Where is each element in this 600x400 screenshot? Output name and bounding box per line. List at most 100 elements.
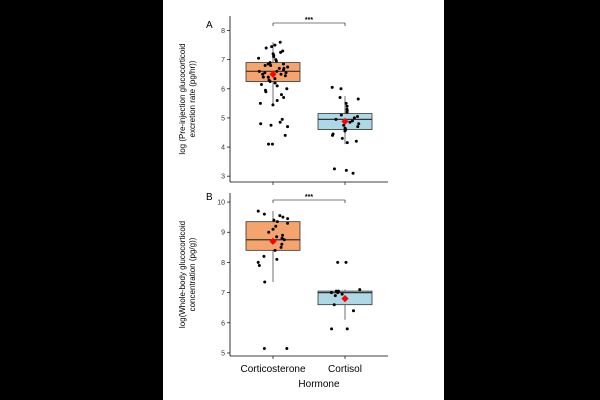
panel-a-point-cortisol	[331, 133, 335, 137]
panel-a-point-corticosterone	[284, 71, 288, 75]
panel-a-point-corticosterone	[271, 103, 275, 107]
panel-a-point-cortisol	[356, 97, 360, 101]
panel-a-point-corticosterone	[275, 84, 279, 88]
panel-b-letter: B	[206, 192, 213, 203]
panel-a-point-corticosterone	[273, 77, 277, 81]
panel-a-point-corticosterone	[259, 122, 263, 126]
panel-a-point-cortisol	[345, 110, 349, 114]
panel-b-ytick-label: 10	[217, 200, 225, 207]
panel-a-point-cortisol	[345, 141, 349, 145]
panel-b-point-corticosterone	[286, 217, 290, 221]
panel-b-point-corticosterone	[285, 346, 289, 350]
panel-a-point-cortisol	[338, 96, 342, 100]
panel-b-point-corticosterone	[282, 238, 286, 242]
panel-a-point-corticosterone	[283, 133, 287, 137]
panel-a-point-corticosterone	[280, 117, 284, 121]
panel-b-ylabel-line: log(Whole-body glucocorticoid	[178, 221, 187, 328]
panel-b-point-cortisol	[329, 291, 333, 295]
panel-a-point-cortisol	[344, 168, 348, 172]
panel-a-point-corticosterone	[275, 98, 279, 102]
panel-b-point-corticosterone	[280, 242, 284, 246]
panel-a-ytick-label: 6	[221, 86, 225, 93]
panel-a-ylabel-line: log (Pre-injection glucocorticoid	[178, 43, 187, 154]
panel-b-point-cortisol	[333, 294, 337, 298]
panel-a-point-corticosterone	[270, 45, 274, 49]
panel-b-point-cortisol	[336, 260, 340, 264]
panel-a-mean-corticosterone	[269, 70, 277, 78]
panel-a-sig-label: ***	[305, 17, 313, 24]
panel-b-point-corticosterone	[256, 260, 260, 264]
panel-b-ytick-label: 5	[221, 350, 225, 357]
panel-b-point-corticosterone	[280, 236, 284, 240]
panel-a-point-cortisol	[356, 125, 360, 129]
panel-a-point-cortisol	[357, 122, 361, 126]
panel-a-point-corticosterone	[266, 75, 270, 79]
panel-a-point-cortisol	[339, 87, 343, 91]
panel-b-point-corticosterone	[278, 214, 282, 218]
panel-a-point-cortisol	[355, 114, 359, 118]
panel-a-point-corticosterone	[286, 125, 290, 129]
panel-b-point-corticosterone	[271, 227, 275, 231]
panel-a-ytick-label: 4	[221, 145, 225, 152]
panel-a-point-corticosterone	[268, 80, 272, 84]
panel-a-point-cortisol	[342, 123, 346, 127]
panel-b-xtick-label: Corticosterone	[240, 364, 305, 375]
panel-b-point-corticosterone	[267, 230, 271, 234]
panel-a-point-cortisol	[354, 139, 358, 143]
panel-b-point-corticosterone	[274, 224, 278, 228]
panel-a-point-cortisol	[351, 171, 355, 175]
panel-a-point-corticosterone	[286, 65, 290, 69]
panel-a-point-corticosterone	[275, 69, 279, 73]
panel-a-point-corticosterone	[273, 43, 277, 47]
panel-b-ytick-label: 8	[221, 260, 225, 267]
panel-a-point-corticosterone	[267, 142, 271, 146]
panel-b-sig-label: ***	[305, 194, 313, 201]
panel-b-point-corticosterone	[262, 254, 266, 258]
panel-a-ytick-label: 3	[221, 174, 225, 181]
panel-a-point-corticosterone	[277, 66, 281, 70]
panel-a-point-cortisol	[344, 101, 348, 105]
panel-a-point-cortisol	[352, 116, 356, 120]
panel-b-point-corticosterone	[275, 220, 279, 224]
panel-b-point-cortisol	[344, 260, 348, 264]
panel-b-point-corticosterone	[273, 248, 277, 252]
panel-b-box-corticosterone	[245, 221, 301, 251]
panel-a-point-corticosterone	[269, 123, 273, 127]
panel-b-point-corticosterone	[262, 346, 266, 350]
panel-a-point-corticosterone	[278, 120, 282, 124]
panel-a-point-corticosterone	[264, 46, 268, 50]
panel-b-point-corticosterone	[275, 257, 279, 261]
panel-a-point-corticosterone	[258, 101, 262, 105]
panel-b-point-corticosterone	[272, 218, 276, 222]
panel-b-point-cortisol	[336, 291, 340, 295]
panel-b-point-corticosterone	[281, 215, 285, 219]
panel-a-point-corticosterone	[281, 62, 285, 66]
panel-a-ytick-label: 7	[221, 57, 225, 64]
panel-b-ylabel-line: concentration (pg/g))	[188, 237, 197, 311]
panel-b-point-cortisol	[332, 303, 336, 307]
panel-a-letter: A	[206, 20, 213, 31]
panel-a-point-cortisol	[343, 129, 347, 133]
panel-a-point-corticosterone	[278, 40, 282, 44]
panel-b-point-corticosterone	[262, 212, 266, 216]
panel-b-point-corticosterone	[275, 235, 279, 239]
panel-a-point-cortisol	[339, 113, 343, 117]
panel-a-point-corticosterone	[279, 93, 283, 97]
panel-a-point-corticosterone	[257, 69, 261, 73]
panel-b-mean-cortisol	[341, 295, 349, 303]
panel-b-point-corticosterone	[256, 209, 260, 213]
panel-b-point-corticosterone	[263, 280, 267, 284]
panel-b-ytick-label: 9	[221, 230, 225, 237]
panel-b-point-cortisol	[345, 327, 349, 331]
panel-a-point-corticosterone	[261, 75, 265, 79]
panel-a-point-corticosterone	[263, 71, 267, 75]
panel-a-ytick-label: 5	[221, 115, 225, 122]
panel-a-point-corticosterone	[279, 72, 283, 76]
panel-a-point-corticosterone	[281, 49, 285, 53]
panel-a-ylabel-line: excretion rate (pg/hr))	[188, 60, 197, 137]
panel-a-point-cortisol	[345, 104, 349, 108]
panel-a-point-corticosterone	[261, 72, 265, 76]
panel-a-point-corticosterone	[272, 55, 276, 59]
panel-a-point-corticosterone	[285, 87, 289, 91]
